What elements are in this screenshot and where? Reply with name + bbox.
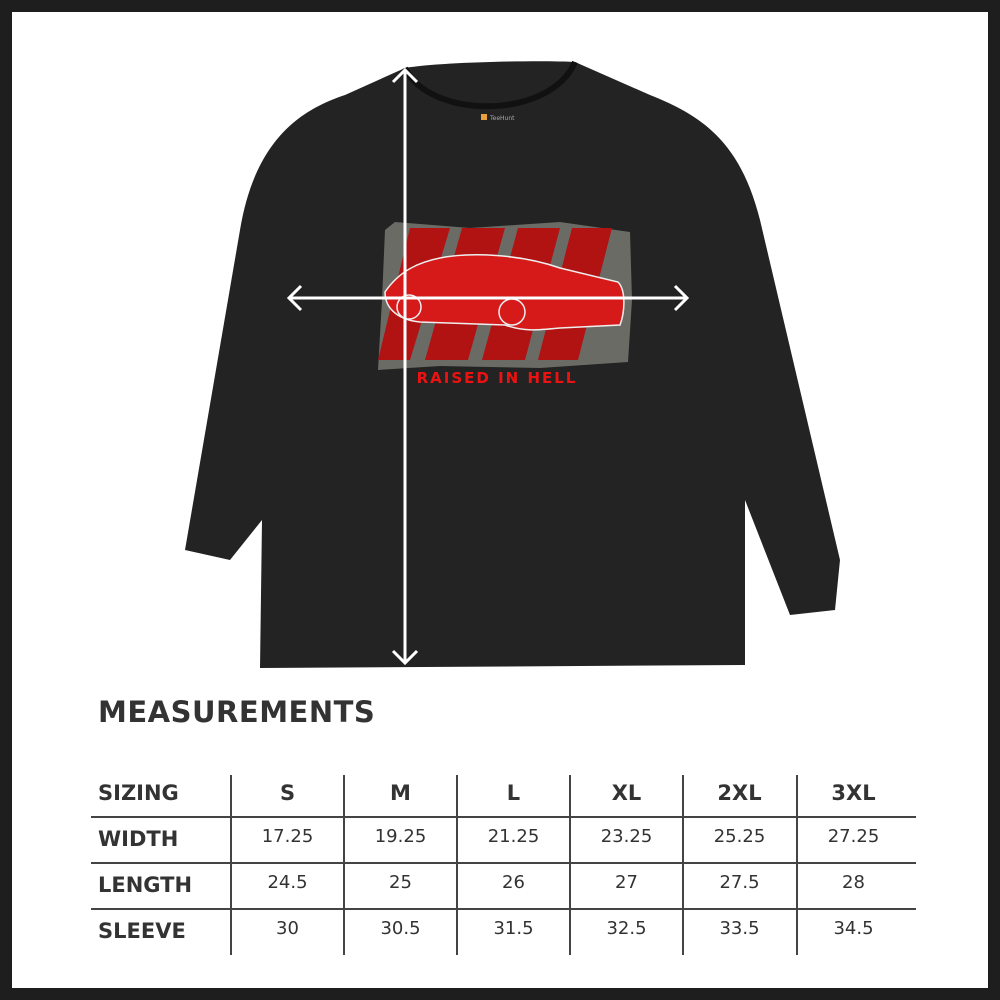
table-cell: 30.5 (380, 918, 421, 939)
table-cell: 32.5 (606, 918, 647, 939)
divider (569, 775, 571, 955)
car-silhouette (384, 254, 625, 331)
divider (91, 862, 916, 864)
divider (456, 775, 458, 955)
print-graphic: RAISED IN HELL (378, 222, 632, 387)
table-cell: 26 (502, 872, 525, 893)
table-cell: 30 (276, 918, 299, 939)
header-size: S (279, 781, 296, 805)
table-cell: 31.5 (493, 918, 534, 939)
divider (796, 775, 798, 955)
print-text: RAISED IN HELL (417, 369, 578, 387)
neck-tag: TeeHunt (481, 114, 515, 122)
shirt-image: TeeHunt RAISED IN HELL (185, 60, 840, 668)
length-arrow (391, 67, 419, 666)
divider (230, 775, 232, 955)
table-cell: 25.25 (713, 826, 766, 847)
divider (91, 816, 916, 818)
header-size: L (506, 781, 521, 805)
table-cell: 25 (389, 872, 412, 893)
header-size: 2XL (717, 781, 762, 805)
measurements-title: MEASUREMENTS (98, 695, 376, 729)
header-size: 3XL (831, 781, 876, 805)
divider (343, 775, 345, 955)
row-label: SLEEVE (98, 919, 186, 943)
table-cell: 28 (842, 872, 865, 893)
table-cell: 21.25 (487, 826, 540, 847)
divider (682, 775, 684, 955)
header-sizing: SIZING (98, 781, 179, 805)
divider (91, 908, 916, 910)
table-cell: 24.5 (267, 872, 308, 893)
collar (402, 60, 578, 110)
table-cell: 27.5 (719, 872, 760, 893)
tag-logo-icon (481, 114, 487, 120)
table-cell: 19.25 (374, 826, 427, 847)
table-cell: 34.5 (833, 918, 874, 939)
table-cell: 33.5 (719, 918, 760, 939)
width-arrow (286, 284, 690, 312)
table-cell: 27 (615, 872, 638, 893)
row-label: LENGTH (98, 873, 193, 897)
tag-brand: TeeHunt (489, 115, 515, 122)
car-wheel (396, 294, 422, 320)
table-cell: 23.25 (600, 826, 653, 847)
header-size: XL (611, 781, 642, 805)
header-size: M (390, 781, 411, 805)
row-label: WIDTH (98, 827, 179, 851)
table-cell: 27.25 (827, 826, 880, 847)
table-cell: 17.25 (261, 826, 314, 847)
